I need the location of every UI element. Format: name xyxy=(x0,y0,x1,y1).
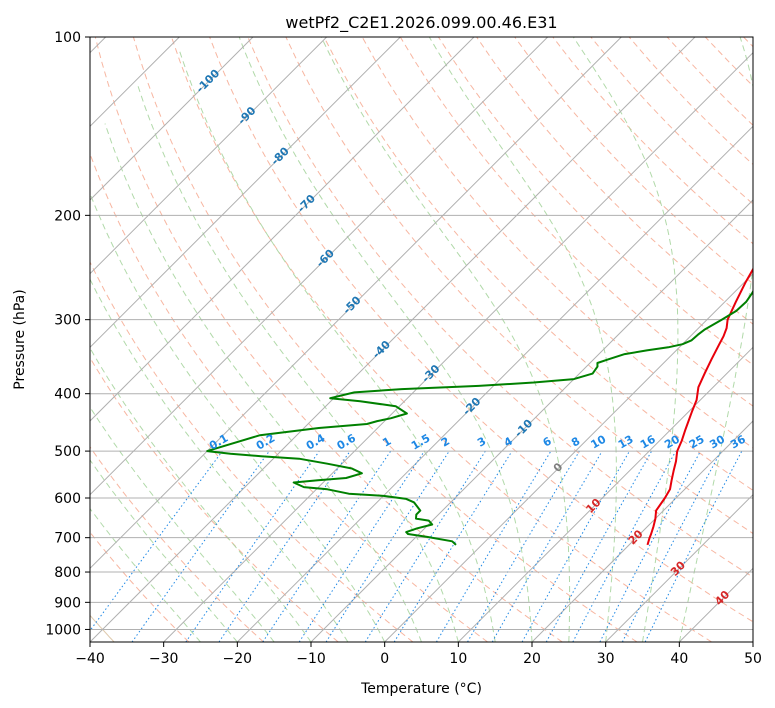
moist-adiabat xyxy=(178,49,496,642)
mixing-ratio-line xyxy=(325,450,450,642)
dry-adiabat xyxy=(132,37,638,642)
dry-adiabat xyxy=(90,260,414,642)
y-tick-label: 100 xyxy=(54,30,81,46)
x-tick-label: 40 xyxy=(670,651,688,667)
x-tick-label: −40 xyxy=(75,651,105,667)
dry-adiabat xyxy=(94,37,563,642)
y-tick-label: 500 xyxy=(54,444,81,460)
dry-adiabat xyxy=(247,37,753,578)
dry-adiabat xyxy=(285,37,753,535)
mixing-ratio-line xyxy=(521,450,630,642)
x-tick-label: −20 xyxy=(223,651,253,667)
y-axis-label: Pressure (hPa) xyxy=(12,289,28,389)
pressure-gridlines xyxy=(90,37,753,630)
x-tick-label: 0 xyxy=(380,651,389,667)
dry-adiabat xyxy=(90,446,264,642)
y-tick-label: 1000 xyxy=(45,622,81,638)
moist-adiabat xyxy=(678,37,753,642)
isotherm-line xyxy=(90,37,328,275)
x-tick-label: 30 xyxy=(597,651,615,667)
x-axis: −40 −30 −20 −10 0 10 20 30 40 50 xyxy=(75,642,762,667)
dry-adiabat xyxy=(476,37,753,325)
moist-adiabats xyxy=(90,37,753,642)
mixing-ratio-line xyxy=(90,450,223,632)
mixing-ratio-line xyxy=(644,450,743,642)
dry-adiabats xyxy=(90,37,753,642)
skewed-isotherms xyxy=(90,37,753,642)
mixing-ratio-line xyxy=(218,450,351,642)
y-tick-label: 400 xyxy=(54,387,81,403)
plot-frame xyxy=(89,36,754,643)
sounding-profiles xyxy=(206,267,753,546)
chart-title: wetPf2_C2E1.2026.099.00.46.E31 xyxy=(285,13,557,33)
isotherm-line xyxy=(90,37,549,496)
y-tick-label: 700 xyxy=(54,531,81,547)
dry-adiabat xyxy=(171,37,712,642)
moist-adiabat xyxy=(104,123,422,642)
isotherm-line xyxy=(236,125,753,642)
isotherm-line xyxy=(90,37,401,349)
x-axis-label: Temperature (°C) xyxy=(360,681,482,697)
isotherm-line xyxy=(752,641,753,642)
moist-adiabat xyxy=(90,347,312,642)
y-tick-label: 900 xyxy=(54,595,81,611)
mixing-ratio-line xyxy=(185,450,320,642)
moist-adiabat xyxy=(90,406,275,642)
dewpoint-profile-line xyxy=(206,289,753,546)
moist-adiabat xyxy=(320,37,571,642)
isotherm-line xyxy=(605,493,753,642)
mixing-ratio-line xyxy=(298,450,425,642)
isotherm-line xyxy=(384,272,753,642)
y-tick-label: 600 xyxy=(54,491,81,507)
isotherm-line xyxy=(531,420,753,642)
plot-area: -100-90-80-70-60-50-40-30-20-10010203040… xyxy=(90,37,753,642)
y-tick-label: 300 xyxy=(54,313,81,329)
y-axis: 100 200 300 400 500 600 700 800 900 1000 xyxy=(45,30,90,638)
x-tick-label: −10 xyxy=(296,651,326,667)
moist-adiabat xyxy=(136,83,459,642)
mixing-ratio-line xyxy=(572,450,677,642)
moist-adiabat xyxy=(238,37,533,642)
y-tick-label: 200 xyxy=(54,208,81,224)
isotherm-line xyxy=(163,51,753,642)
x-tick-label: 50 xyxy=(744,651,762,667)
moist-adiabat xyxy=(572,37,679,642)
x-tick-label: −30 xyxy=(149,651,179,667)
dry-adiabat xyxy=(209,37,753,623)
isotherm-line xyxy=(90,37,254,201)
isotherm-line xyxy=(90,37,622,570)
temperature-profile-line xyxy=(646,267,753,546)
mixing-ratio-line xyxy=(393,450,513,642)
isotherm-line xyxy=(310,199,753,642)
isotherm-line xyxy=(90,37,475,422)
y-tick-label: 800 xyxy=(54,565,81,581)
isotherm-line xyxy=(90,37,696,642)
dry-adiabat xyxy=(514,37,753,285)
mixing-ratio-line xyxy=(131,450,270,642)
moist-adiabat xyxy=(90,507,201,642)
moist-adiabat xyxy=(428,37,617,642)
isotherm-line xyxy=(457,346,753,642)
moist-adiabat xyxy=(90,278,349,642)
dry-adiabat xyxy=(323,37,753,491)
dry-adiabat xyxy=(90,356,339,642)
x-tick-label: 10 xyxy=(449,651,467,667)
x-tick-label: 20 xyxy=(523,651,541,667)
mixing-ratio-line xyxy=(545,450,653,642)
